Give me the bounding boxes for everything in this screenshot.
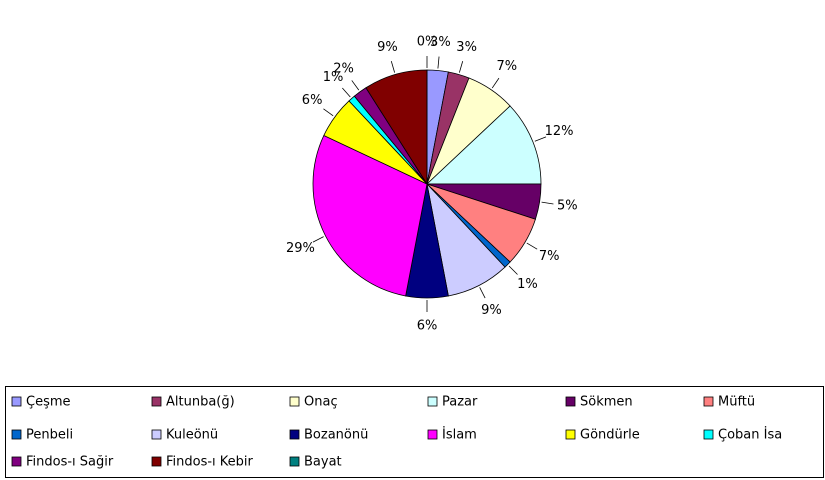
legend-label: Müftü	[718, 395, 755, 410]
legend-label: Kuleönü	[166, 428, 218, 443]
pie-slice	[312, 134, 428, 297]
legend-swatch	[11, 396, 22, 407]
data-label: 7%	[539, 249, 560, 264]
data-label: 1%	[517, 277, 538, 292]
legend-swatch	[151, 429, 162, 440]
leader-line	[351, 80, 360, 91]
legend-label: Findos-ı Sağir	[26, 455, 114, 470]
legend-box	[5, 386, 824, 478]
data-label: 1%	[323, 70, 344, 85]
data-label: 12%	[545, 124, 574, 139]
legend-label: Altunba(ğ)	[166, 395, 235, 410]
legend-label: Bayat	[304, 455, 342, 470]
legend-swatch	[11, 456, 22, 467]
legend-swatch	[289, 456, 300, 467]
legend-swatch	[289, 429, 300, 440]
legend-label: Sökmen	[580, 395, 633, 410]
data-label: 9%	[377, 40, 398, 55]
data-label: 6%	[417, 319, 438, 334]
legend-label: Bozanönü	[304, 428, 368, 443]
legend-swatch	[565, 429, 576, 440]
data-label: 2%	[333, 62, 354, 77]
data-label: 7%	[497, 59, 518, 74]
legend-label: Pazar	[442, 395, 478, 410]
data-label: 9%	[481, 303, 502, 318]
leader-line	[534, 136, 547, 142]
leader-line	[491, 77, 500, 89]
legend-label: Onaç	[304, 395, 338, 410]
legend-swatch	[151, 456, 162, 467]
legend-label: Çeşme	[26, 395, 71, 410]
legend-label: Penbeli	[26, 428, 73, 443]
leader-line	[479, 287, 486, 299]
leader-line	[541, 201, 554, 205]
data-label: 5%	[557, 199, 578, 214]
leader-line	[390, 60, 396, 73]
data-label: 29%	[286, 241, 315, 256]
legend-swatch	[289, 396, 300, 407]
leader-line	[508, 265, 518, 275]
legend-swatch	[427, 429, 438, 440]
data-label: 3%	[430, 35, 451, 50]
leader-line	[342, 87, 351, 98]
legend-swatch	[151, 396, 162, 407]
leader-line	[323, 108, 334, 117]
legend-swatch	[427, 396, 438, 407]
legend-label: Göndürle	[580, 428, 640, 443]
pie-slice	[425, 105, 542, 185]
legend-swatch	[703, 396, 714, 407]
legend-label: Çoban İsa	[718, 427, 782, 443]
leader-line	[526, 242, 538, 250]
data-label: 6%	[302, 93, 323, 108]
data-label: 3%	[456, 40, 477, 55]
legend-swatch	[703, 429, 714, 440]
legend-label: Findos-ı Kebir	[166, 455, 254, 470]
leader-line	[312, 236, 324, 243]
leader-line	[437, 56, 440, 69]
legend-swatch	[565, 396, 576, 407]
data-label: 0%	[417, 35, 438, 50]
legend-label: İslam	[442, 427, 477, 443]
legend-swatch	[11, 429, 22, 440]
leader-line	[458, 60, 464, 73]
